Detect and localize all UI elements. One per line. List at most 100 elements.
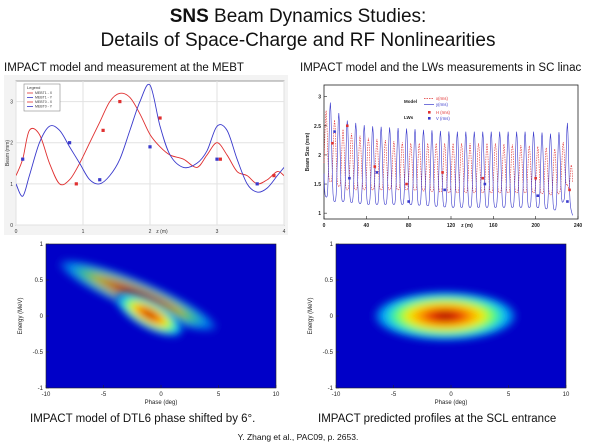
y-axis-label: Beam Size (mm)	[305, 132, 311, 171]
y-tick-label: 0.5	[325, 278, 334, 284]
density-core	[372, 291, 518, 341]
x-tick-label: 0	[15, 229, 18, 235]
data-point-H-rms-	[405, 182, 408, 186]
slide-subtitle: Details of Space-Charge and RF Nonlinear…	[100, 30, 496, 51]
x-tick-label: 200	[531, 223, 540, 229]
series-line-y-rms-	[323, 102, 573, 216]
y-tick-label: -0.5	[323, 350, 334, 356]
y-tick-label: 1	[40, 242, 44, 248]
x-axis-label: Phase (deg)	[145, 400, 178, 406]
x-tick-label: -10	[42, 392, 51, 398]
data-point-y-measured	[148, 145, 152, 149]
x-tick-label: 0	[159, 392, 163, 398]
density-core	[115, 292, 184, 337]
data-point-x-measured	[74, 182, 78, 186]
y-tick-label: 0	[330, 314, 334, 320]
data-point-H-rms-	[345, 124, 349, 128]
y-tick-label: 0	[10, 223, 13, 229]
x-tick-label: 80	[406, 223, 412, 229]
data-point-V-rms-	[483, 182, 487, 186]
x-tick-label: 160	[489, 223, 498, 229]
data-point-x-measured	[218, 157, 222, 161]
data-point-y-measured	[21, 157, 25, 161]
y-tick-label: 2.5	[314, 124, 321, 130]
citation: Y. Zhang et al., PAC09, p. 2653.	[237, 432, 359, 442]
x-tick-label: 3	[216, 229, 219, 235]
data-point-H-rms-	[373, 165, 377, 168]
series-line-y	[16, 83, 284, 197]
x-tick-label: -10	[332, 392, 341, 398]
series-line-x	[16, 92, 284, 186]
legend-entry: V (rms)	[436, 116, 450, 121]
data-point-V-rms-	[407, 200, 410, 203]
legend-model-label: Model	[404, 99, 417, 104]
x-tick-label: -5	[391, 392, 397, 398]
data-point-y-measured	[68, 141, 72, 145]
x-tick-label: 4	[283, 229, 286, 235]
y-tick-label: 1	[330, 242, 334, 248]
data-point-V-rms-	[536, 194, 540, 197]
data-point-H-rms-	[481, 176, 485, 180]
heatmap-density	[372, 291, 518, 341]
caption-scl-entrance: IMPACT predicted profiles at the SCL ent…	[318, 413, 557, 425]
data-point-H-rms-	[534, 176, 537, 180]
x-tick-label: 1	[82, 229, 85, 235]
sc-linac-plot: 0 40 80 120 160 200 240 1 1.5 2 2.5 3 z (m) Beam Size…	[305, 84, 583, 229]
x-tick-label: 2	[149, 229, 152, 235]
y-tick-label: 3	[10, 100, 13, 106]
y-tick-label: 0	[40, 314, 44, 320]
x-tick-label: 5	[507, 392, 511, 398]
legend-entry: MEBT1 - X	[35, 91, 53, 95]
x-tick-label: 10	[563, 392, 570, 398]
data-point-V-rms-	[348, 176, 351, 180]
data-point-H-rms-	[568, 188, 571, 192]
y-tick-label: 1.5	[314, 182, 321, 188]
y-axis-label: Beam (mm)	[5, 140, 11, 166]
data-point-V-rms-	[333, 130, 336, 133]
y-tick-label: 3	[318, 95, 321, 101]
y-tick-label: 0.5	[35, 278, 44, 284]
y-axis-label: Energy (MeV)	[18, 297, 24, 334]
caption-dtl6: IMPACT model of DTL6 phase shifted by 6°…	[30, 413, 256, 425]
caption-sc-linac: IMPACT model and the LWs measurements in…	[300, 62, 582, 74]
y-tick-label: 1	[318, 211, 321, 217]
plot-area	[323, 84, 579, 220]
slide-title-bold: SNS	[169, 6, 209, 27]
x-tick-label: 40	[364, 223, 370, 229]
legend-entry: MEBT1 - Y	[35, 96, 53, 100]
y-axis-label: Energy (MeV)	[308, 297, 314, 334]
x-tick-label: 120	[447, 223, 456, 229]
data-point-x-measured	[158, 116, 162, 120]
slide-title-rest: Beam Dynamics Studies:	[208, 6, 427, 27]
x-tick-label: 5	[217, 392, 221, 398]
legend-entry: x(rms)	[436, 96, 448, 101]
legend-swatch	[428, 111, 431, 114]
data-point-H-rms-	[441, 171, 444, 174]
y-tick-label: 1	[10, 182, 13, 188]
x-tick-label: 0	[323, 223, 326, 229]
y-tick-label: -1	[38, 386, 44, 392]
caption-mebt: IMPACT model and measurement at the MEBT	[4, 62, 244, 74]
y-tick-label: 2	[10, 141, 13, 147]
data-point-y-measured	[255, 182, 259, 186]
data-point-x-measured	[101, 128, 105, 132]
legend-entry: y(rms)	[436, 102, 448, 107]
data-point-x-measured	[118, 99, 122, 104]
x-tick-label: 10	[273, 392, 280, 398]
data-point-V-rms-	[443, 188, 446, 192]
slide-title: SNS Beam Dynamics Studies:	[0, 6, 596, 28]
legend-swatch	[428, 117, 431, 120]
legend-entry: H (rms)	[436, 110, 451, 115]
data-point-V-rms-	[375, 171, 379, 174]
y-tick-label: 2	[318, 153, 321, 159]
series-line-x-rms-	[323, 110, 574, 196]
legend-lws-label: LWs	[404, 115, 414, 120]
x-tick-label: 240	[574, 223, 583, 229]
legend-entry: MEBT0 - X	[35, 100, 53, 104]
x-tick-label: -5	[101, 392, 107, 398]
x-axis-label: z (m)	[156, 229, 168, 235]
data-point-V-rms-	[566, 200, 569, 203]
dtl6-phase-space-plot: -10 -5 0 5 10 -1 -0.5 0 0.5 1 Phase (deg) Energy (M…	[18, 242, 280, 406]
legend-title: Legend	[27, 85, 40, 90]
